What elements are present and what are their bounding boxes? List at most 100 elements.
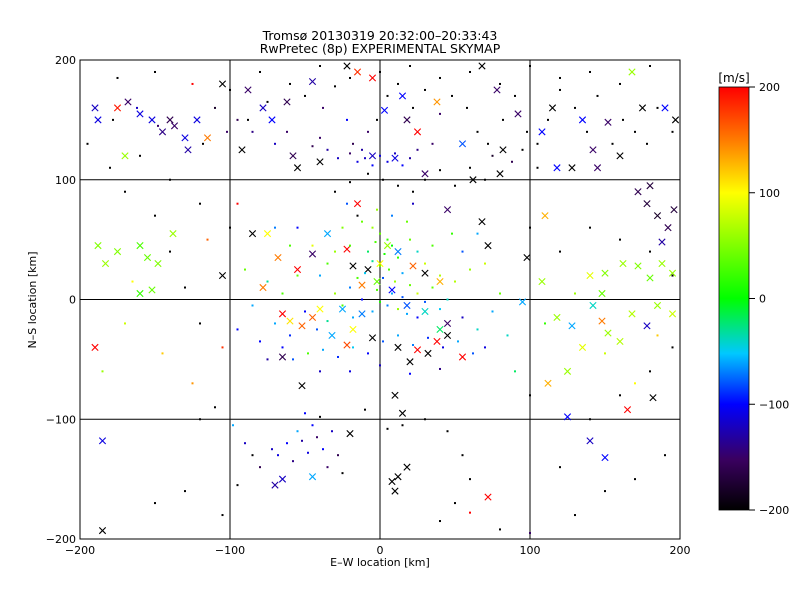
cross-marker <box>136 242 144 250</box>
dot-marker <box>226 130 228 133</box>
dot-marker <box>316 436 318 439</box>
dot-marker <box>319 64 321 67</box>
x-tick-label: 200 <box>670 544 691 557</box>
cross-marker <box>121 152 129 160</box>
dot-marker <box>671 346 674 349</box>
cross-marker <box>218 271 227 280</box>
dot-marker <box>406 220 408 223</box>
dot-marker <box>346 118 348 121</box>
cross-marker <box>346 430 354 438</box>
cross-marker <box>604 329 612 337</box>
dot-marker <box>199 202 201 205</box>
dot-marker <box>154 70 156 73</box>
cross-marker <box>158 128 167 136</box>
dot-marker <box>266 280 269 283</box>
chart-subtitle: RwPretec (8p) EXPERIMENTAL SKYMAP <box>260 41 501 56</box>
dot-marker <box>619 394 621 397</box>
cross-marker <box>634 262 642 270</box>
cross-marker <box>368 334 377 342</box>
dot-marker <box>646 142 648 145</box>
cross-marker <box>323 230 332 238</box>
dot-marker <box>296 226 299 229</box>
dot-marker <box>214 406 216 409</box>
cross-marker <box>298 382 306 390</box>
dot-marker <box>484 262 486 265</box>
dot-marker <box>139 154 141 157</box>
cross-marker <box>308 473 317 481</box>
plot-grid <box>80 60 680 539</box>
dot-marker <box>361 298 363 301</box>
dot-marker <box>236 202 239 205</box>
dot-marker <box>304 310 306 313</box>
dot-marker <box>454 184 456 187</box>
dot-marker <box>251 130 254 133</box>
dot-marker <box>439 169 441 172</box>
cross-marker <box>619 259 627 268</box>
cross-marker <box>406 358 414 366</box>
cross-marker <box>343 62 351 70</box>
dot-marker <box>409 238 411 241</box>
cross-marker <box>578 343 587 351</box>
cross-marker <box>248 230 257 238</box>
dot-marker <box>622 118 624 121</box>
cross-marker <box>589 146 597 154</box>
dot-marker <box>671 274 674 277</box>
cross-marker <box>91 104 99 112</box>
dot-marker <box>409 284 411 287</box>
dot-marker <box>386 427 389 430</box>
dot-marker <box>397 334 399 337</box>
dot-marker <box>337 355 339 358</box>
dot-marker <box>352 346 354 349</box>
dot-marker <box>476 328 479 331</box>
cross-marker <box>353 68 362 76</box>
dot-marker <box>169 250 171 253</box>
cross-marker <box>349 262 357 270</box>
dot-marker <box>199 418 201 421</box>
dot-marker <box>544 322 546 325</box>
cross-marker <box>436 325 444 334</box>
dot-marker <box>361 148 363 151</box>
dot-marker <box>376 288 378 291</box>
dot-marker <box>611 142 614 145</box>
dot-marker <box>281 292 284 295</box>
dot-marker <box>382 276 384 279</box>
dot-marker <box>296 430 299 433</box>
cross-marker <box>433 98 441 106</box>
cross-marker <box>544 379 552 387</box>
dot-marker <box>286 442 288 445</box>
cross-marker <box>499 146 507 154</box>
dot-marker <box>326 466 329 469</box>
dot-marker <box>311 424 314 427</box>
dot-marker <box>397 82 399 85</box>
cross-marker <box>283 98 291 106</box>
dot-marker <box>604 352 606 355</box>
dot-marker <box>326 262 329 265</box>
dot-marker <box>416 148 419 151</box>
cross-marker <box>184 146 192 154</box>
dot-marker <box>379 264 381 267</box>
x-tick-label: −200 <box>65 544 95 557</box>
cross-marker <box>218 80 227 88</box>
cross-marker <box>98 527 107 535</box>
dot-marker <box>604 490 606 493</box>
cross-marker <box>421 307 429 316</box>
dot-marker <box>457 340 459 343</box>
cross-marker <box>398 92 407 100</box>
dot-marker <box>334 85 336 88</box>
dot-marker <box>221 346 224 349</box>
cross-marker <box>368 74 377 82</box>
cross-marker <box>658 259 666 268</box>
dot-marker <box>364 157 366 160</box>
dot-marker <box>292 460 294 463</box>
cross-marker <box>91 343 99 351</box>
dot-marker <box>277 454 279 457</box>
cross-marker <box>391 487 399 495</box>
dot-marker <box>247 118 249 121</box>
dot-marker <box>374 241 377 244</box>
cross-marker <box>598 289 606 298</box>
dot-marker <box>214 106 216 109</box>
dot-marker <box>461 454 464 457</box>
cross-marker <box>394 248 402 256</box>
dot-marker <box>367 250 369 253</box>
dot-marker <box>367 172 369 175</box>
